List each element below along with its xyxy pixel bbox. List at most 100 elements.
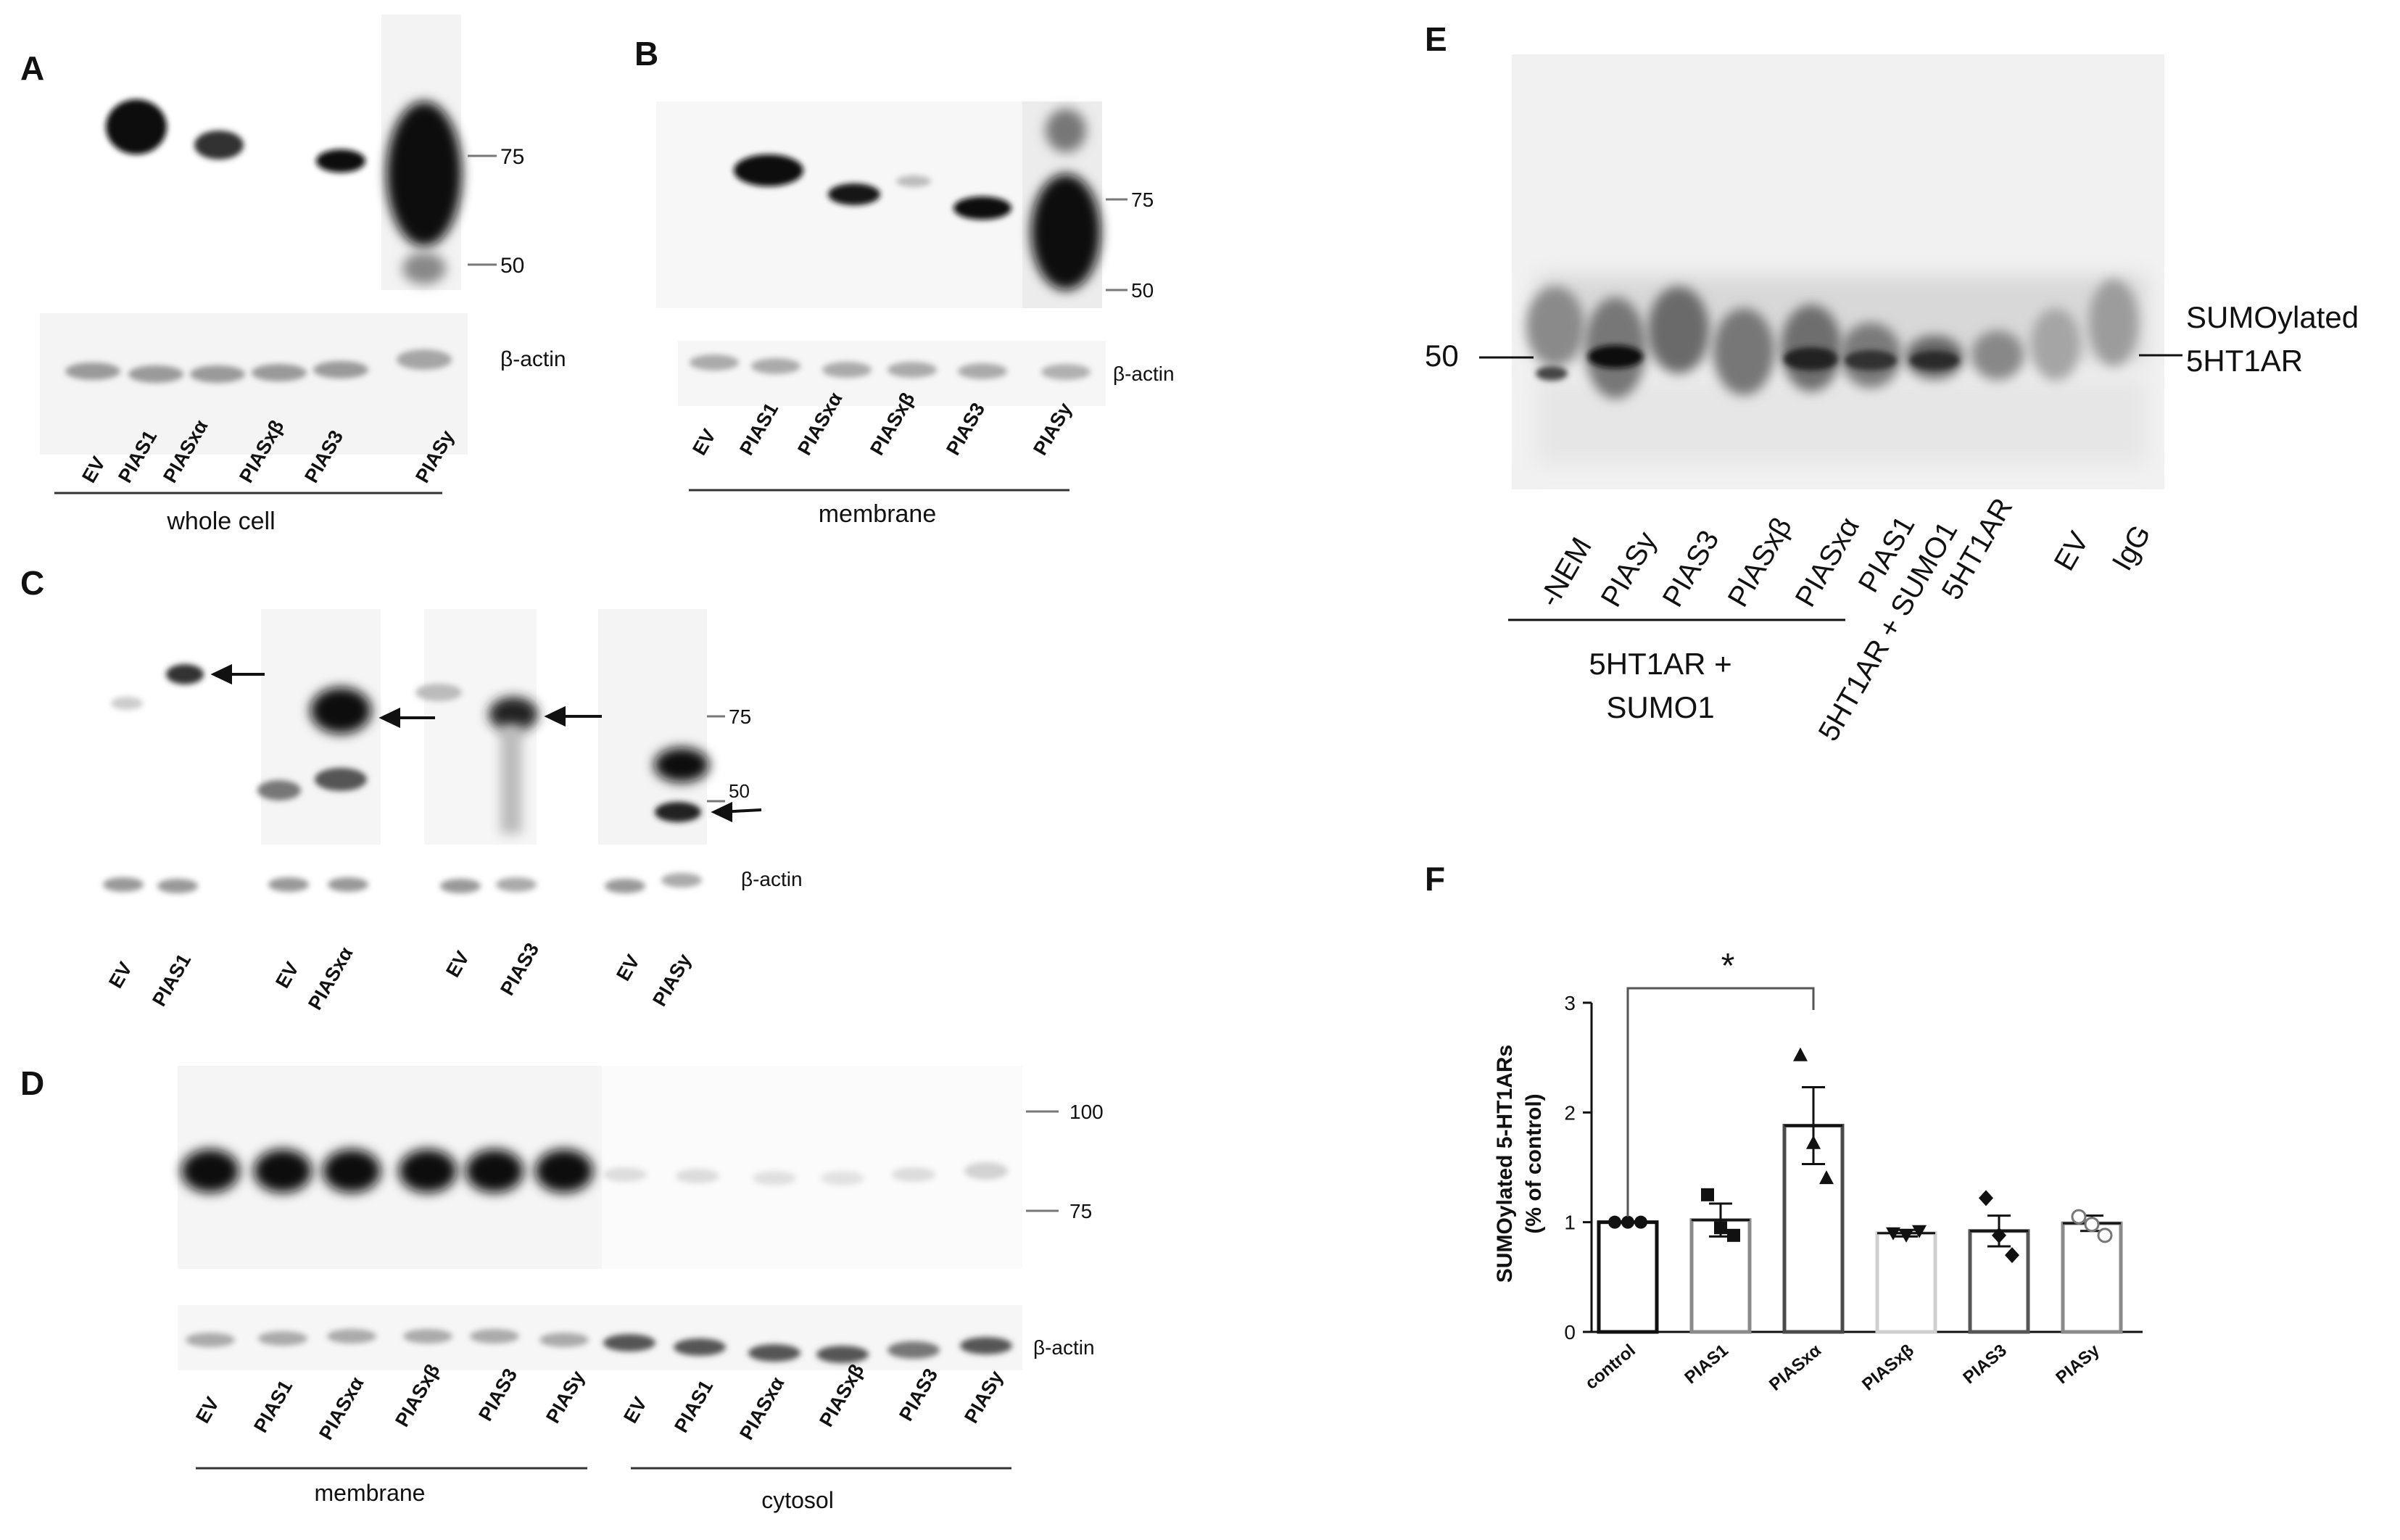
panel-d-lane-label: PIASy (960, 1367, 1007, 1427)
panel-d-lane-label: PIASxβ (391, 1360, 444, 1431)
panel-c-lane-label: PIAS3 (496, 939, 543, 999)
chart-x-tick-label: PIAS1 (1681, 1341, 1731, 1388)
chart-point (2071, 1209, 2087, 1225)
panel-e-group-label-2: SUMO1 (1606, 690, 1714, 724)
panel-b-label: B (634, 35, 658, 73)
chart-point (1701, 1188, 1714, 1201)
panel-a-actin-blot (40, 313, 468, 455)
chart-point (2005, 1247, 2019, 1264)
panel-d-lane-label: PIASxα (735, 1373, 788, 1444)
panel-d-lane-label: PIASy (542, 1367, 589, 1427)
chart-bar (1875, 1231, 1937, 1334)
panel-e: E 50 SUMOylated 5HT1AR -NEM (1425, 20, 2359, 747)
chart-significance-bracket (1626, 987, 1815, 1217)
chart-point (1621, 1215, 1634, 1229)
chart-bar (1968, 1229, 2030, 1334)
panel-a-loading-label: β-actin (500, 347, 566, 371)
panel-b-marker-75: 75 (1131, 189, 1154, 211)
panel-d-lane-label: PIAS1 (670, 1376, 717, 1436)
panel-d-blot (178, 1066, 1022, 1269)
panel-b-lane-label: EV (688, 426, 720, 459)
arrow-icon (711, 801, 732, 823)
arrow-icon (210, 663, 232, 685)
panel-b-loading-label: β-actin (1113, 363, 1175, 385)
panel-b-group-label: membrane (819, 500, 937, 528)
panel-e-lane-label: PIASy (1595, 526, 1663, 612)
panel-c-lane-label: PIASxα (304, 943, 357, 1014)
panel-e-marker-50: 50 (1425, 339, 1459, 373)
panel-a: A 75 50 β-actin EV PIAS1 PIASxα PIASxβ (20, 15, 566, 535)
panel-d-lane-label: EV (619, 1394, 651, 1427)
panel-d-lane-label: PIASxβ (815, 1360, 868, 1431)
panel-a-marker-50: 50 (500, 254, 524, 278)
chart-point (2084, 1217, 2100, 1233)
panel-f-chart: SUMOylated 5-HT1ARs (% of control) 0 1 2 3 c… (1493, 947, 2143, 1395)
panel-c-arrows (210, 663, 762, 823)
panel-c-blot (111, 609, 709, 845)
panel-e-band-label-2: 5HT1AR (2186, 344, 2303, 378)
chart-bar (1597, 1220, 1659, 1334)
chart-x-tick-label: PIASy (2052, 1341, 2103, 1388)
panel-b-actin-blot (678, 341, 1106, 406)
chart-point (1634, 1215, 1647, 1229)
panel-e-band-label-1: SUMOylated (2186, 300, 2359, 334)
chart-point (1979, 1190, 1993, 1206)
panel-b-blot (656, 102, 1102, 308)
chart-y-tick-label: 0 (1564, 1321, 1576, 1344)
panel-e-lane-label: PIAS3 (1657, 525, 1726, 612)
panel-e-group-label-1: 5HT1AR + (1589, 647, 1731, 681)
panel-c-marker-50: 50 (729, 780, 750, 802)
panel-c: C 75 50 (20, 564, 803, 1014)
panel-d-marker-100: 100 (1069, 1101, 1104, 1123)
chart-point (1608, 1215, 1621, 1229)
chart-point (1714, 1221, 1727, 1235)
panel-c-actin-blot (103, 873, 702, 893)
panel-a-lane-label: EV (78, 453, 109, 487)
arrow-icon (544, 705, 566, 727)
panel-b-lane-label: PIAS1 (735, 399, 782, 459)
panel-f-label: F (1425, 860, 1445, 898)
chart-y-tick-label: 3 (1564, 992, 1576, 1014)
chart-ylabel-sub: (% of control) (1522, 1093, 1546, 1233)
panel-e-lane-label: EV (2048, 526, 2095, 576)
panel-b-lane-label: PIASy (1029, 399, 1076, 459)
panel-c-lane-label: EV (442, 948, 473, 981)
chart-x-tick-label: control (1581, 1341, 1639, 1394)
chart-x-tick-label: PIAS3 (1959, 1341, 2010, 1388)
panel-d-lane-label: PIAS3 (895, 1365, 942, 1425)
chart-point (2097, 1228, 2113, 1243)
panel-e-lane-label: IgG (2106, 520, 2157, 576)
panel-c-lane-label: EV (612, 951, 644, 985)
panel-d-lane-label: EV (191, 1394, 223, 1427)
chart-bar (1689, 1218, 1752, 1334)
chart-point (1899, 1229, 1913, 1243)
panel-b-marker-50: 50 (1131, 279, 1154, 302)
chart-x-tick-label: PIASxα (1766, 1341, 1825, 1395)
panel-e-lane-label: PIASxβ (1722, 512, 1798, 612)
chart-x-tick-label: PIASxβ (1858, 1341, 1918, 1395)
panel-e-lane-label: -NEM (1534, 532, 1598, 613)
chart-ylabel: SUMOylated 5-HT1ARs (1493, 1045, 1517, 1283)
chart-y-tick-label: 2 (1564, 1101, 1576, 1124)
panel-e-label: E (1425, 20, 1447, 58)
panel-d: D 100 75 (20, 1064, 1104, 1513)
chart-point (1992, 1227, 2006, 1243)
panel-c-loading-label: β-actin (741, 868, 803, 890)
panel-d-lane-label: PIASxα (315, 1373, 368, 1444)
chart-point (1793, 1047, 1808, 1061)
panel-d-loading-label: β-actin (1033, 1336, 1095, 1359)
panel-f: F SUMOylated 5-HT1ARs (% of control) 0 1 2… (1425, 860, 2143, 1395)
chart-y-tick-label: 1 (1564, 1212, 1576, 1234)
chart-point (1806, 1135, 1821, 1149)
chart-bar (2061, 1221, 2123, 1334)
panel-d-lane-label: PIAS3 (474, 1365, 521, 1425)
panel-d-label: D (20, 1064, 44, 1102)
panel-d-actin-blot (178, 1305, 1022, 1370)
panel-c-lane-labels: EV PIAS1 EV PIASxα EV PIAS3 EV PIASy (104, 939, 695, 1014)
arrow-icon (378, 707, 400, 729)
panel-a-marker-75: 75 (500, 145, 524, 169)
chart-point (1886, 1227, 1900, 1241)
panel-a-blot (106, 15, 462, 290)
chart-point (1727, 1228, 1740, 1242)
